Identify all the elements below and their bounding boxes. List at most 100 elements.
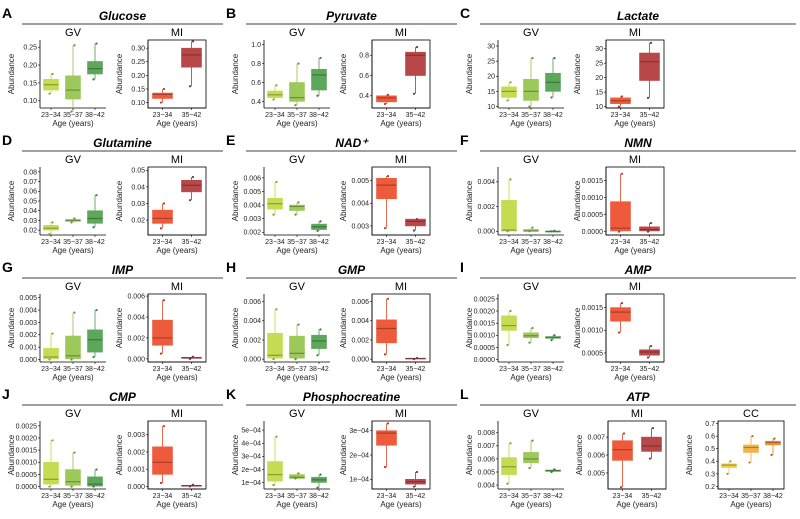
panel-title: AMP [624, 263, 653, 277]
x-tick-label: 35−37 [287, 239, 307, 246]
data-point [70, 358, 73, 361]
y-axis-label: Abundance [115, 307, 124, 348]
data-point [188, 357, 192, 360]
box-23-34: 23−34 [376, 422, 397, 500]
subplot-title: MI [171, 154, 183, 166]
x-tick-label: 35−42 [406, 239, 426, 246]
x-tick-label: 23−34 [377, 112, 397, 119]
x-tick-label: 35−37 [521, 366, 541, 373]
y-tick-label: 0.005 [351, 178, 369, 185]
data-point [297, 472, 300, 475]
x-tick-label: 35−37 [63, 112, 83, 119]
data-point [316, 229, 319, 233]
data-point [509, 442, 512, 445]
box-body [610, 201, 631, 232]
subplot-title: MI [395, 281, 407, 293]
y-axis-label: Abundance [685, 434, 694, 475]
box-35-42: 35−42 [181, 483, 202, 500]
data-point [509, 178, 512, 181]
data-point [319, 328, 322, 331]
box-35-37: 35−37 [741, 435, 761, 500]
panel-label: L [460, 386, 469, 402]
x-axis-label: Age (years) [52, 373, 94, 382]
data-point [620, 172, 624, 175]
y-tick-label: 0.0020 [474, 308, 496, 315]
data-point [92, 78, 95, 81]
y-tick-label: 0.4 [359, 93, 369, 100]
box-23-34: 23−34 [610, 301, 631, 373]
x-tick-label: 23−34 [265, 493, 285, 500]
data-point [275, 84, 278, 87]
x-axis-label: Age (years) [380, 500, 422, 509]
y-tick-label: 0.3 [705, 471, 715, 478]
y-tick-label: 0.08 [23, 169, 37, 176]
subplot-title: GV [65, 281, 82, 293]
subplot-title: GV [65, 154, 82, 166]
data-point [528, 341, 531, 344]
subplot-title: GV [65, 408, 82, 420]
y-tick-label: 0.5 [705, 446, 715, 453]
y-tick-label: 0.005 [243, 189, 261, 196]
subplot-title: MI [171, 281, 183, 293]
box-38-42: 38−42 [85, 468, 105, 500]
x-tick-label: 23−34 [153, 493, 173, 500]
data-point [319, 56, 322, 60]
x-axis-label: Age (years) [510, 500, 552, 509]
subplot-mi: MI 0.10 0.15 0.20 0.25 0.30 Abundance Age (year… [115, 27, 207, 128]
x-axis-label: Age (years) [380, 373, 422, 382]
x-axis-label: Age (years) [52, 500, 94, 509]
data-point [528, 230, 531, 233]
box-35-42: 35−42 [181, 355, 202, 373]
box-38-42: 38−42 [85, 308, 105, 373]
y-tick-label: 0.004 [477, 482, 495, 489]
y-tick-label: 0.05 [23, 198, 37, 205]
data-point [412, 229, 416, 232]
data-point [553, 57, 556, 60]
data-point [272, 358, 275, 361]
x-axis-label: Age (years) [276, 119, 318, 128]
panel-label: C [460, 5, 470, 21]
box-38-42: 38−42 [85, 42, 105, 119]
x-tick-label: 35−37 [63, 366, 83, 373]
x-tick-label: 35−42 [640, 112, 660, 119]
y-tick-label: 0.07 [23, 179, 37, 186]
box-body [43, 348, 59, 360]
box-35-42: 35−42 [181, 175, 202, 246]
y-tick-label: 0.0000 [582, 229, 604, 236]
data-point [162, 425, 166, 428]
panel-title: Glucose [99, 9, 147, 23]
box-body [501, 315, 517, 331]
x-tick-label: 38−42 [85, 366, 105, 373]
box-35-42: 35−42 [639, 41, 660, 119]
box-body [289, 82, 305, 102]
y-tick-label: 25 [487, 59, 495, 66]
box-23-34: 23−34 [265, 180, 285, 246]
box-body [267, 332, 283, 359]
data-point [412, 358, 416, 361]
x-tick-label: 38−42 [85, 493, 105, 500]
y-tick-label: 0.6 [705, 434, 715, 441]
subplot-gv: GV 0.02 0.03 0.04 0.05 0.06 0.07 0.08 Abundance A… [7, 154, 106, 255]
y-tick-label: 0.8 [251, 61, 261, 68]
box-23-34: 23−34 [499, 178, 519, 246]
y-tick-label: 0.0005 [582, 350, 604, 357]
panel-D: D Glutamine GV 0.02 0.03 0.04 0.05 0.06 0.07 0.08… [2, 132, 223, 255]
y-tick-label: 0.20 [131, 73, 145, 80]
y-axis-label: Abundance [7, 53, 16, 94]
data-point [316, 486, 319, 489]
box-38-42: 38−42 [543, 229, 563, 246]
data-point [51, 439, 54, 442]
panel-label: D [2, 132, 12, 148]
data-point [617, 230, 621, 233]
y-tick-label: 0.0010 [582, 195, 604, 202]
y-axis-label: Abundance [465, 53, 474, 94]
box-35-42: 35−42 [405, 356, 426, 373]
box-body [181, 179, 202, 193]
subplot-gv: GV 10 15 20 25 30 Abundance Age (years)23−34 35−… [465, 27, 564, 128]
x-axis-label: Age (years) [510, 246, 552, 255]
subplot-gv: GV 0.000 0.001 0.002 0.003 0.004 0.005Abundanc… [7, 281, 106, 382]
box-23-34: 23−34 [499, 81, 519, 119]
panel-label: I [460, 259, 464, 275]
subplot-cc: CC 0.2 0.3 0.4 0.5 0.6 0.7 Abundance Age (years)… [685, 408, 785, 509]
